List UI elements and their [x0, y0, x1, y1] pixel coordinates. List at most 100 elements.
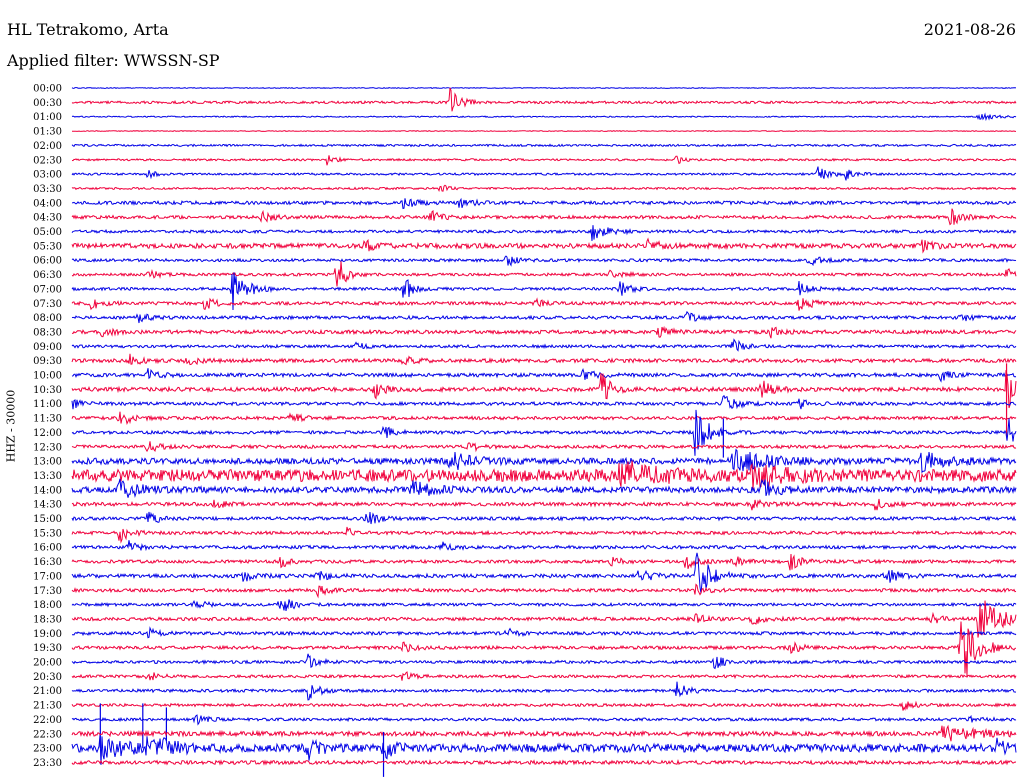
time-tick-label: 18:30 — [33, 614, 62, 625]
trace-0230 — [71, 155, 1017, 166]
time-tick-label: 05:30 — [33, 241, 62, 252]
trace-1130 — [71, 411, 1017, 426]
time-tick-label: 08:00 — [33, 313, 62, 324]
time-tick-label: 00:30 — [33, 98, 62, 109]
time-tick-label: 14:00 — [33, 485, 62, 496]
time-tick-label: 12:00 — [33, 428, 62, 439]
time-tick-label: 15:30 — [33, 528, 62, 539]
time-tick-label: 06:30 — [33, 270, 62, 281]
time-tick-label: 14:30 — [33, 500, 62, 511]
time-tick-label: 04:00 — [33, 198, 62, 209]
time-tick-label: 13:00 — [33, 457, 62, 468]
time-tick-label: 11:00 — [33, 399, 62, 410]
time-tick-label: 11:30 — [33, 414, 62, 425]
trace-0200 — [71, 143, 1017, 148]
trace-0100 — [71, 112, 1017, 122]
trace-0600 — [71, 255, 1017, 267]
time-tick-label: 19:00 — [33, 629, 62, 640]
trace-1030 — [71, 369, 1017, 409]
record-date: 2021-08-26 — [923, 20, 1016, 39]
trace-1630 — [71, 553, 1017, 571]
time-tick-label: 04:30 — [33, 213, 62, 224]
time-tick-label: 19:30 — [33, 643, 62, 654]
trace-1230 — [71, 441, 1017, 453]
trace-0730 — [71, 297, 1017, 311]
time-tick-label: 03:30 — [33, 184, 62, 195]
trace-0500 — [71, 225, 1017, 241]
time-tick-label: 23:00 — [33, 744, 62, 755]
trace-2100 — [71, 681, 1017, 701]
trace-2030 — [71, 671, 1017, 681]
trace-1330 — [71, 460, 1017, 490]
time-tick-label: 20:30 — [33, 672, 62, 683]
time-tick-label: 21:00 — [33, 686, 62, 697]
time-tick-label: 01:30 — [33, 127, 62, 138]
station-title: HL Tetrakomo, Arta — [7, 20, 169, 39]
time-tick-label: 22:00 — [33, 715, 62, 726]
time-tick-label: 13:30 — [33, 471, 62, 482]
trace-0400 — [71, 197, 1017, 210]
time-tick-label: 03:00 — [33, 170, 62, 181]
time-tick-label: 09:00 — [33, 342, 62, 353]
time-tick-label: 16:30 — [33, 557, 62, 568]
trace-1900 — [72, 626, 1017, 639]
trace-2200 — [71, 714, 1017, 726]
time-tick-label: 12:30 — [33, 442, 62, 453]
time-tick-label: 09:30 — [33, 356, 62, 367]
trace-1700 — [71, 552, 1017, 594]
trace-1100 — [71, 394, 1017, 410]
time-tick-label: 23:30 — [33, 758, 62, 769]
trace-2230 — [71, 724, 1017, 742]
trace-1200 — [71, 409, 1017, 456]
trace-0900 — [71, 338, 1017, 352]
trace-1000 — [71, 367, 1017, 383]
time-tick-label: 17:30 — [33, 586, 62, 597]
trace-0630 — [71, 261, 1017, 287]
time-tick-label: 08:30 — [33, 327, 62, 338]
trace-1930 — [71, 621, 1017, 677]
trace-0700 — [71, 272, 1017, 311]
trace-0930 — [71, 353, 1017, 366]
time-tick-label: 02:30 — [33, 155, 62, 166]
time-tick-label: 15:00 — [33, 514, 62, 525]
trace-0330 — [71, 184, 1017, 192]
time-tick-label: 16:00 — [33, 543, 62, 554]
time-tick-label: 10:30 — [33, 385, 62, 396]
trace-2300 — [71, 734, 1017, 765]
trace-1300 — [71, 448, 1017, 474]
time-tick-label: 20:00 — [33, 658, 62, 669]
trace-1600 — [71, 540, 1017, 552]
trace-0430 — [71, 208, 1017, 226]
time-tick-label: 18:00 — [33, 600, 62, 611]
time-tick-label: 05:00 — [33, 227, 62, 238]
time-tick-label: 01:00 — [33, 112, 62, 123]
trace-1730 — [71, 583, 1017, 599]
time-tick-label: 00:00 — [33, 84, 62, 95]
time-tick-label: 07:00 — [33, 284, 62, 295]
time-tick-label: 17:00 — [33, 571, 62, 582]
time-tick-label: 22:30 — [33, 729, 62, 740]
trace-1530 — [71, 526, 1017, 544]
filter-label: Applied filter: WWSSN-SP — [7, 51, 220, 70]
time-tick-label: 02:00 — [33, 141, 62, 152]
trace-1430 — [71, 498, 1017, 511]
trace-1400 — [71, 478, 1017, 499]
trace-2130 — [71, 700, 1017, 711]
time-tick-label: 21:30 — [33, 701, 62, 712]
trace-1800 — [71, 599, 1017, 611]
trace-0800 — [71, 310, 1017, 324]
trace-0830 — [71, 325, 1017, 339]
trace-0130 — [72, 130, 1016, 133]
time-tick-label: 10:00 — [33, 371, 62, 382]
trace-0300 — [71, 166, 1017, 181]
time-tick-label: 06:00 — [33, 256, 62, 267]
trace-0000 — [71, 86, 1017, 90]
trace-1830 — [71, 600, 1017, 638]
trace-0030 — [71, 87, 1017, 112]
trace-0530 — [71, 237, 1017, 254]
trace-1500 — [71, 511, 1017, 525]
trace-2330 — [71, 759, 1017, 766]
time-tick-label: 07:30 — [33, 299, 62, 310]
trace-2000 — [71, 653, 1017, 670]
